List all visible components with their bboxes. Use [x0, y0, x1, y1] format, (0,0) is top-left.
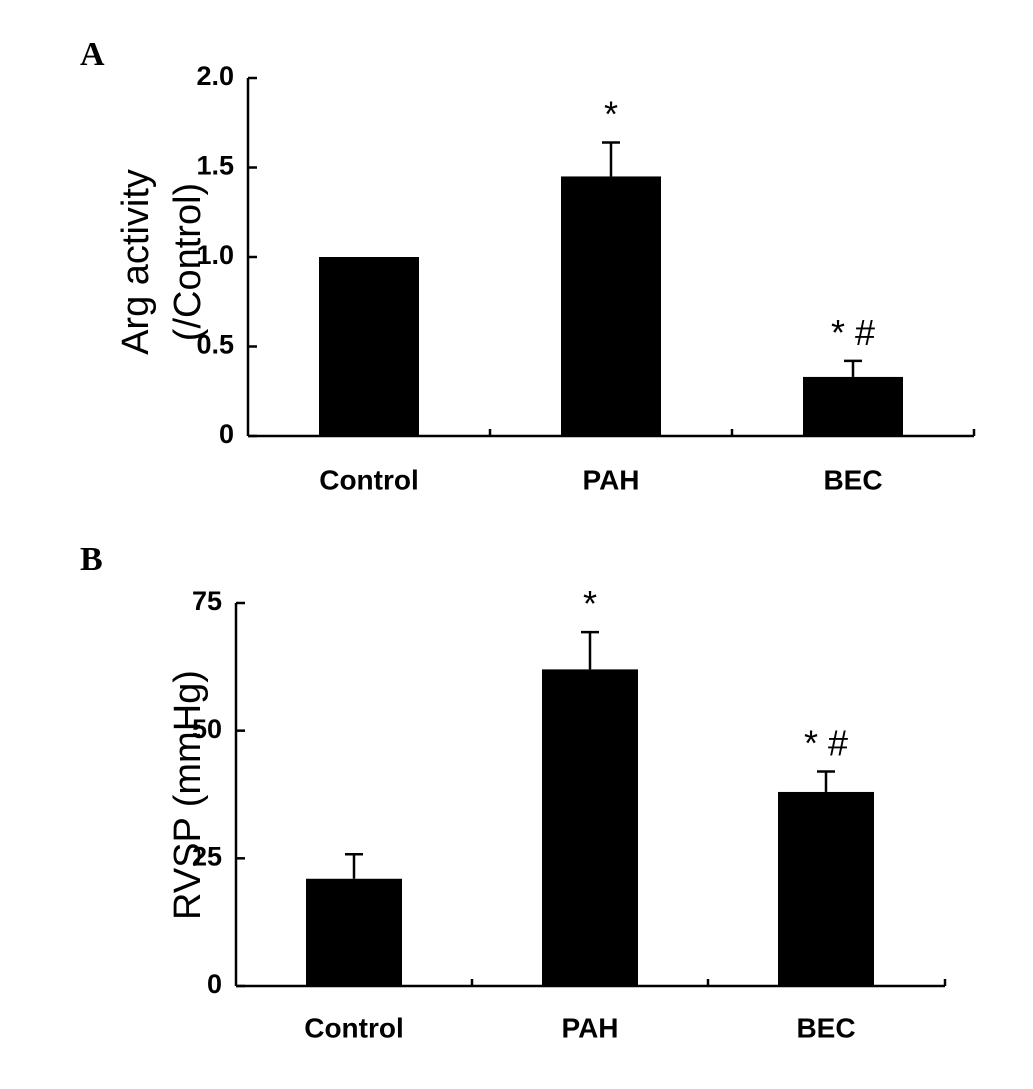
panel-letter: B [80, 541, 103, 578]
bar-control [319, 257, 419, 436]
y-axis-label: (/Control) [167, 183, 209, 341]
bar-pah [561, 176, 661, 436]
y-tick-label: 25 [192, 841, 222, 871]
y-tick-label: 0 [219, 419, 234, 449]
y-tick-label: 2.0 [196, 61, 234, 91]
panel-letter: A [80, 36, 105, 73]
y-axis-label: RVSP (mmHg) [167, 670, 209, 920]
y-tick-label: 0 [207, 969, 222, 999]
y-tick-label: 50 [192, 714, 222, 744]
bar-pah [542, 669, 638, 986]
x-category-label: Control [304, 1012, 404, 1043]
x-category-label: Control [319, 464, 419, 495]
y-tick-label: 75 [192, 586, 222, 616]
y-tick-label: 1.0 [196, 240, 234, 270]
bar-control [306, 878, 402, 986]
panel-b: B RVSP (mmHg) 0 25 50 75 Control * PAH * # BEC [80, 541, 947, 1043]
bar-bec [803, 376, 903, 436]
significance-marker: * [583, 583, 597, 624]
significance-marker: * [604, 93, 618, 134]
bar-bec [778, 791, 874, 986]
significance-marker: * # [831, 312, 875, 353]
panel-a: A Arg activity (/Control) 0 0.5 1.0 1.5 2.0 Cont… [80, 36, 976, 495]
x-category-label: BEC [796, 1012, 855, 1043]
x-category-label: PAH [582, 464, 639, 495]
significance-marker: * # [804, 723, 848, 764]
y-tick-label: 1.5 [196, 151, 234, 181]
y-tick-label: 0.5 [196, 330, 234, 360]
y-axis-label: Arg activity [115, 169, 157, 355]
x-category-label: BEC [823, 464, 882, 495]
x-category-label: PAH [561, 1012, 618, 1043]
